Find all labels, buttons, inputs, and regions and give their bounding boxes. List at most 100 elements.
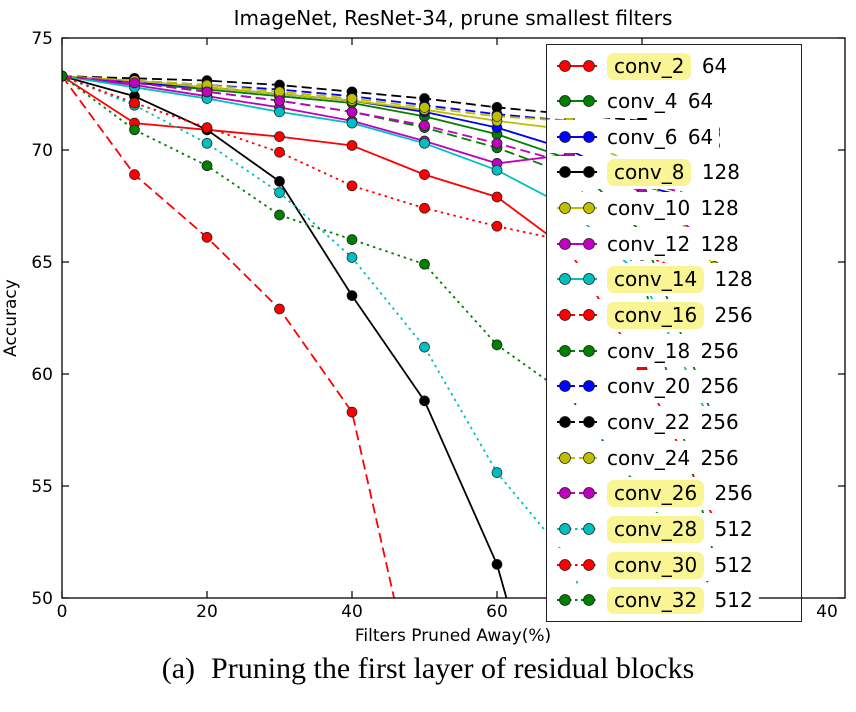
data-point-conv_30 [129,97,140,109]
legend-entry-conv_16: conv_16 256 [547,298,759,332]
legend-entry-conv_26: conv_26 256 [547,476,759,510]
legend-label: conv_10 128 [607,196,739,220]
legend-entry-conv_18: conv_18 256 [547,334,745,368]
legend-line-sample [557,558,597,571]
legend-line-sample [557,416,597,428]
legend-line-sample [557,309,597,321]
legend-filter-count: 256 [694,338,739,363]
legend-label: conv_4 64 [607,89,713,113]
legend-filter-count: 256 [694,445,739,470]
legend-entry-conv_2: conv_2 64 [547,49,734,82]
plot-border [61,37,846,599]
legend-line-sample [557,202,597,214]
y-tick-label: 60 [31,365,53,385]
data-point-conv_32 [129,124,140,136]
legend-label: conv_8 128 [607,159,740,187]
legend-label: conv_16 256 [607,302,753,330]
data-point-conv_8 [419,395,430,407]
legend-line-sample [557,59,597,72]
legend-filter-count: 128 [708,267,753,292]
data-point-conv_28 [346,252,358,263]
legend-name: conv_12 [607,231,691,256]
data-point-conv_30 [274,146,285,158]
legend-line-sample [557,451,597,464]
y-tick-label: 75 [31,29,53,49]
data-point-conv_16 [201,232,213,243]
data-point-conv_32 [62,70,68,82]
data-point-conv_2 [491,191,503,203]
data-point-conv_32 [201,160,213,172]
legend-label: conv_30 512 [607,551,753,579]
legend-filter-count: 128 [694,231,739,256]
legend-entry-conv_20: conv_20 256 [547,369,745,403]
data-point-conv_26 [274,95,285,107]
y-tick-label: 55 [31,477,53,497]
x-tick-label: 40 [341,602,363,622]
legend-filter-count: 64 [681,89,714,114]
legend-name: conv_20 [607,374,691,399]
x-tick-label: 20 [196,602,218,622]
data-point-conv_2 [419,169,430,180]
figure-caption: (a) Pruning the first layer of residual b… [0,652,856,686]
legend-line-sample [557,594,597,607]
axis-ticks: 505560657075020406080 [31,29,845,622]
data-point-conv_32 [491,339,503,351]
legend-label: conv_32 512 [607,587,753,615]
legend-label: conv_20 256 [607,374,739,398]
legend-line-sample [557,237,597,250]
data-point-conv_8 [274,176,285,187]
data-point-conv_28 [201,137,213,149]
legend-filter-count: 64 [681,124,714,149]
legend-name-highlighted: conv_8 [607,159,692,187]
legend-filter-count: 128 [695,160,740,185]
legend-label: conv_18 256 [607,339,739,363]
legend-label: conv_22 256 [607,410,739,434]
data-point-conv_30 [491,220,503,232]
data-point-conv_22 [419,93,430,104]
data-point-conv_24 [419,102,430,113]
data-point-conv_30 [419,202,430,214]
legend-filter-count: 512 [708,588,753,613]
chart-title: ImageNet, ResNet-34, prune smallest filt… [234,6,673,30]
data-point-conv_32 [274,209,285,221]
data-point-conv_22 [491,102,503,113]
legend-name: conv_24 [607,445,691,470]
legend-line-sample [557,344,597,357]
data-point-conv_28 [274,187,285,198]
legend-name: conv_4 [607,89,678,114]
data-point-conv_26 [201,86,213,98]
legend-filter-count: 512 [708,517,753,542]
series-line-conv_26 [62,75,715,203]
legend-filter-count: 64 [695,53,728,78]
legend-filter-count: 128 [694,196,739,221]
legend-name: conv_10 [607,196,691,221]
legend-line-sample [557,380,597,393]
x-tick-label: 60 [486,602,508,622]
y-tick-label: 70 [31,141,53,161]
legend-entry-conv_32: conv_32 512 [547,583,759,617]
legend-name-highlighted: conv_30 [607,551,705,579]
legend-label: conv_14 128 [607,266,753,294]
legend-line-sample [557,166,597,179]
legend-line-sample [557,487,597,500]
data-point-conv_26 [491,137,503,149]
legend-line-sample [557,95,597,108]
stray-tick-label: 40 [816,602,838,622]
legend-line-sample [557,273,597,286]
series-line-conv_16 [62,75,396,598]
legend-label: conv_26 256 [607,480,753,508]
legend-filter-count: 256 [694,410,739,435]
legend-entry-conv_22: conv_22 256 [547,405,745,439]
legend-entry-conv_8: conv_8 128 [547,155,746,189]
caption-text: Pruning the first layer of residual bloc… [211,652,695,685]
data-point-conv_24 [491,111,503,122]
data-point-conv_2 [274,131,285,142]
data-point-conv_28 [491,467,503,478]
legend-entry-conv_4: conv_4 64 [547,84,720,118]
legend-name: conv_18 [607,338,691,363]
legend: conv_2 64 conv_4 64 conv_6 64 conv_8 128 con… [546,44,802,622]
legend-entry-conv_10: conv_10 128 [547,191,745,225]
data-point-conv_2 [346,140,358,151]
legend-label: conv_28 512 [607,516,753,544]
